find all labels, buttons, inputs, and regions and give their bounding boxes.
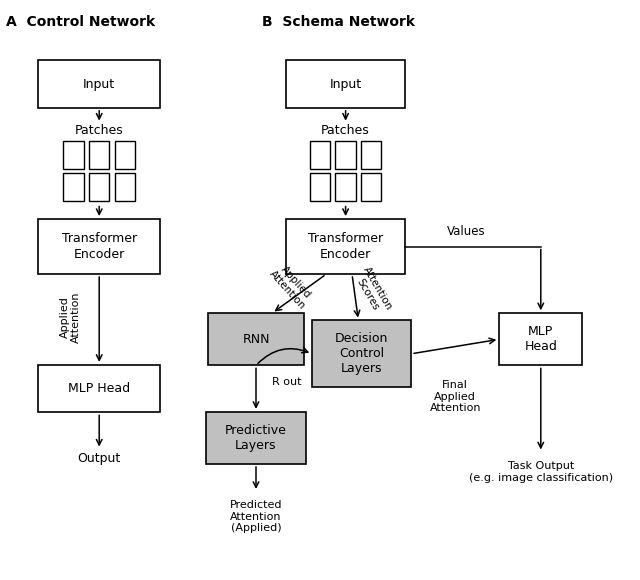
FancyBboxPatch shape — [38, 60, 160, 108]
Bar — [361, 141, 381, 169]
Text: B  Schema Network: B Schema Network — [262, 14, 415, 28]
Text: Decision
Control
Layers: Decision Control Layers — [335, 332, 388, 375]
Text: Values: Values — [447, 225, 486, 238]
Bar — [63, 141, 84, 169]
Text: Input: Input — [330, 78, 362, 90]
Bar — [335, 173, 356, 201]
Text: Predicted
Attention
(Applied): Predicted Attention (Applied) — [230, 500, 282, 533]
Text: Applied
Attention: Applied Attention — [267, 262, 316, 311]
Text: Task Output
(e.g. image classification): Task Output (e.g. image classification) — [468, 461, 613, 483]
Text: Attention
Scores: Attention Scores — [351, 266, 394, 318]
FancyBboxPatch shape — [208, 313, 304, 365]
Text: Applied
Attention: Applied Attention — [60, 292, 81, 343]
Text: Transformer
Encoder: Transformer Encoder — [308, 233, 383, 260]
Text: Patches: Patches — [321, 124, 370, 137]
Text: MLP
Head: MLP Head — [524, 325, 557, 353]
FancyBboxPatch shape — [499, 313, 582, 365]
Bar — [89, 173, 109, 201]
Bar — [310, 141, 330, 169]
Text: R out: R out — [272, 377, 301, 387]
Text: Transformer
Encoder: Transformer Encoder — [61, 233, 137, 260]
Bar — [115, 173, 135, 201]
Text: A  Control Network: A Control Network — [6, 14, 156, 28]
Bar — [361, 173, 381, 201]
Text: Patches: Patches — [75, 124, 124, 137]
FancyBboxPatch shape — [206, 412, 306, 464]
Text: Predictive
Layers: Predictive Layers — [225, 424, 287, 452]
Bar — [115, 141, 135, 169]
Bar — [63, 173, 84, 201]
FancyBboxPatch shape — [312, 320, 412, 387]
Bar — [335, 141, 356, 169]
Bar — [310, 173, 330, 201]
FancyBboxPatch shape — [38, 219, 160, 274]
FancyBboxPatch shape — [287, 60, 405, 108]
Text: MLP Head: MLP Head — [68, 382, 131, 395]
FancyBboxPatch shape — [38, 365, 160, 412]
Text: RNN: RNN — [243, 333, 269, 346]
Text: Input: Input — [83, 78, 115, 90]
FancyBboxPatch shape — [287, 219, 405, 274]
Text: Output: Output — [77, 452, 121, 465]
Text: Final
Applied
Attention: Final Applied Attention — [429, 380, 481, 413]
Bar — [89, 141, 109, 169]
